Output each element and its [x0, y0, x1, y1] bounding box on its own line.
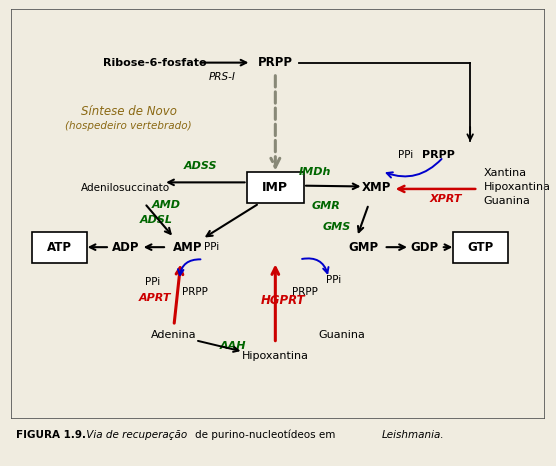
- Text: Adenilosuccinato: Adenilosuccinato: [81, 183, 171, 193]
- Text: FIGURA 1.9.: FIGURA 1.9.: [17, 430, 86, 440]
- Text: PPi: PPi: [145, 277, 160, 287]
- Text: Síntese de Novo: Síntese de Novo: [81, 105, 177, 118]
- Text: PPi: PPi: [203, 242, 219, 252]
- Text: GDP: GDP: [411, 240, 439, 254]
- Text: ATP: ATP: [47, 240, 72, 254]
- Text: APRT: APRT: [139, 294, 171, 303]
- FancyBboxPatch shape: [32, 232, 87, 263]
- Text: XPRT: XPRT: [430, 194, 463, 204]
- Text: IMP: IMP: [262, 181, 289, 194]
- Text: Adenina: Adenina: [151, 330, 197, 340]
- Text: Xantina: Xantina: [484, 168, 527, 178]
- Text: PPi: PPi: [326, 275, 342, 285]
- Text: GMS: GMS: [322, 222, 351, 232]
- Text: PRPP: PRPP: [421, 150, 455, 160]
- Text: ADSS: ADSS: [184, 161, 217, 171]
- Text: AMP: AMP: [172, 240, 202, 254]
- Text: PRPP: PRPP: [292, 287, 317, 297]
- Text: XMP: XMP: [362, 181, 391, 194]
- Text: AMD: AMD: [151, 200, 180, 210]
- FancyBboxPatch shape: [453, 232, 508, 263]
- Text: GTP: GTP: [468, 240, 494, 254]
- Text: PRPP: PRPP: [258, 56, 293, 69]
- Text: PRPP: PRPP: [182, 287, 208, 297]
- Text: de purino-nucleotídeos em: de purino-nucleotídeos em: [195, 430, 339, 440]
- Text: ADSL: ADSL: [140, 215, 173, 225]
- Text: AAH: AAH: [220, 342, 246, 351]
- FancyBboxPatch shape: [246, 172, 304, 203]
- Text: IMDh: IMDh: [299, 167, 331, 177]
- Text: (hospedeiro vertebrado): (hospedeiro vertebrado): [65, 121, 192, 131]
- Text: PPi: PPi: [399, 150, 414, 160]
- Text: HGPRT: HGPRT: [261, 294, 306, 307]
- Text: GMP: GMP: [349, 240, 379, 254]
- Text: Ribose-6-fosfato: Ribose-6-fosfato: [103, 58, 207, 68]
- Text: Guanina: Guanina: [319, 330, 365, 340]
- Text: Via de recuperação: Via de recuperação: [83, 430, 191, 440]
- Text: GMR: GMR: [311, 201, 340, 211]
- Text: Leishmania.: Leishmania.: [382, 430, 445, 440]
- Text: Guanina: Guanina: [484, 196, 530, 206]
- Text: Hipoxantina: Hipoxantina: [242, 351, 309, 361]
- Text: PRS-I: PRS-I: [208, 72, 235, 82]
- Text: ADP: ADP: [112, 240, 140, 254]
- Text: Hipoxantina: Hipoxantina: [484, 182, 550, 192]
